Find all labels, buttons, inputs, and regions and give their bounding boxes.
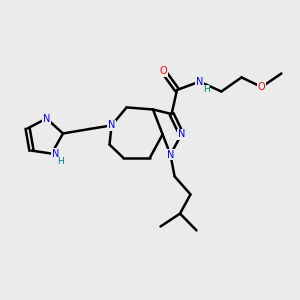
Text: N: N (52, 148, 59, 159)
Text: H: H (203, 85, 209, 94)
Text: N: N (178, 129, 185, 140)
Text: O: O (258, 82, 266, 92)
Text: N: N (167, 149, 174, 160)
Text: O: O (160, 66, 167, 76)
Text: N: N (196, 76, 203, 87)
Text: H: H (57, 158, 64, 166)
Text: N: N (43, 113, 50, 124)
Text: N: N (108, 120, 115, 130)
